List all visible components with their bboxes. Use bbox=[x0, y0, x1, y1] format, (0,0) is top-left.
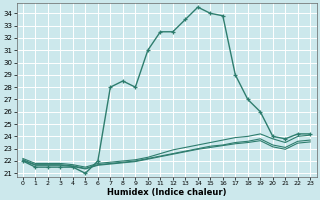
X-axis label: Humidex (Indice chaleur): Humidex (Indice chaleur) bbox=[107, 188, 226, 197]
